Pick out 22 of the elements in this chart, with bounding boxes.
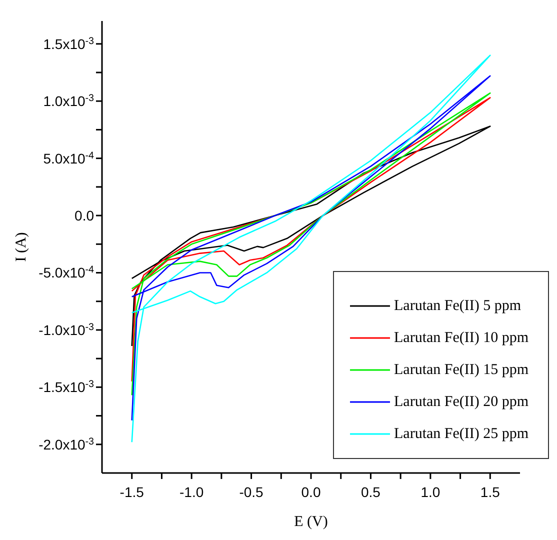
y-tick-label: -1.0x10$^{-3}$ <box>38 321 95 338</box>
y-axis-title: I (A) <box>13 232 30 262</box>
y-tick-label: -2.0x10$^{-3}$ <box>38 436 95 452</box>
x-axis-title: E (V) <box>294 514 328 530</box>
x-tick-label: 0.0 <box>301 484 321 500</box>
legend-label: Larutan Fe(II) 15 ppm <box>394 362 529 378</box>
x-tick-label: -1.0 <box>180 484 204 500</box>
legend-label: Larutan Fe(II) 5 ppm <box>394 298 522 314</box>
y-tick-label: -1.5x10$^{-3}$ <box>38 378 95 396</box>
x-tick-label: 1.5 <box>480 484 500 500</box>
x-tick-label: 0.5 <box>360 484 381 500</box>
y-tick-label: 1.5x10$^{-3}$ <box>43 35 95 52</box>
legend-label: Larutan Fe(II) 20 ppm <box>394 394 529 410</box>
y-tick-label: 1.0x10$^{-3}$ <box>43 92 95 110</box>
y-tick-label: 0.0 <box>74 208 94 224</box>
y-tick-label: 5.0x10$^{-4}$ <box>43 150 95 166</box>
legend-label: Larutan Fe(II) 25 ppm <box>394 426 529 442</box>
x-tick-label: 1.0 <box>420 484 440 500</box>
x-tick-label: -0.5 <box>239 484 264 500</box>
legend-label: Larutan Fe(II) 10 ppm <box>394 330 529 346</box>
x-tick-label: -1.5 <box>120 484 144 500</box>
y-tick-label: -5.0x10$^{-4}$ <box>38 264 95 281</box>
